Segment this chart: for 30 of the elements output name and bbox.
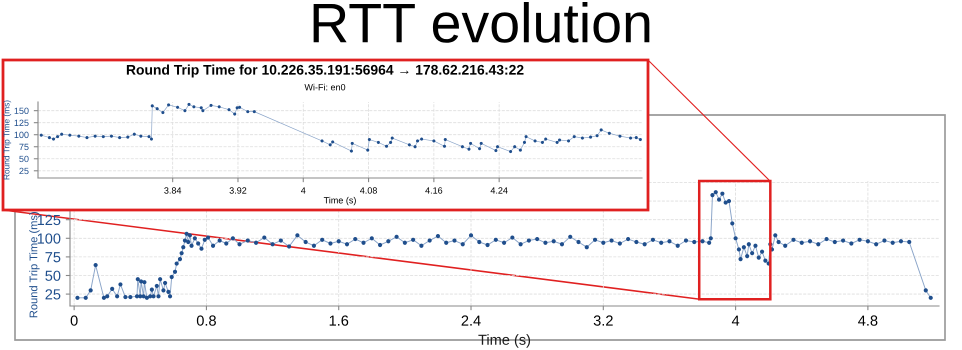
x-tick-label: 4.24 [490, 187, 508, 194]
x-axis-title: Time (s) [324, 196, 356, 206]
y-tick-label: 75 [46, 252, 60, 262]
x-tick-label: 4 [732, 316, 740, 326]
x-axis-title: Time (s) [478, 334, 530, 348]
y-tick-label: 100 [14, 132, 29, 138]
chart-subtitle: Wi-Fi: en0 [304, 84, 346, 90]
x-tick-label: 1.6 [330, 315, 348, 326]
x-tick-label: 3.84 [164, 187, 182, 194]
y-tick-label: 25 [19, 168, 29, 174]
y-tick-label: 75 [19, 144, 29, 150]
y-tick-label: 100 [38, 233, 60, 244]
y-tick-label: 50 [45, 270, 60, 281]
y-tick-label: 150 [14, 108, 29, 114]
y-axis-title: Round Trip Time (ms) [3, 100, 12, 180]
x-tick-label: 0 [70, 315, 78, 326]
y-tick-label: 25 [45, 289, 60, 300]
text: RTT evolution [314, 2, 650, 43]
y-tick-label: 125 [14, 120, 29, 126]
x-tick-label: 0.8 [196, 315, 216, 326]
chart-title: Round Trip Time for 10.226.35.191:56964 → 178.62.216.43:22 [126, 64, 524, 78]
x-tick-label: 4 [300, 187, 306, 194]
x-tick-label: 3.92 [230, 187, 246, 194]
x-tick-label: 2.4 [462, 315, 481, 326]
x-tick-label: 3.2 [594, 315, 613, 326]
x-tick-label: 4.16 [425, 187, 442, 194]
x-tick-label: 4.08 [360, 187, 377, 194]
x-tick-label: 4.8 [858, 315, 878, 326]
y-tick-label: 50 [19, 156, 29, 162]
y-tick-label: 125 [38, 214, 60, 226]
